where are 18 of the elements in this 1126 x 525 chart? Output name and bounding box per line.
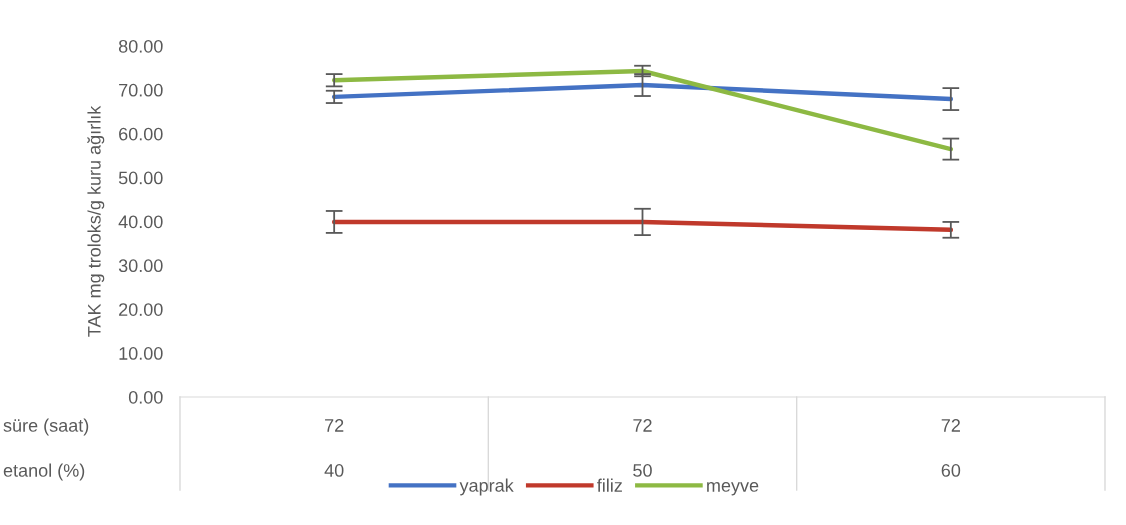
legend-label: filiz	[597, 478, 622, 492]
category-label: 72 60	[941, 419, 961, 477]
text: süre (saat)	[3, 418, 89, 436]
legend-label: meyve	[707, 481, 759, 496]
y-tick-label: 0.00	[128, 390, 163, 404]
y-tick-label: 50.00	[118, 171, 163, 185]
y-axis-title: TAK mg troloks/g kuru ağırlık	[87, 105, 105, 337]
y-tick-label: 60.00	[119, 127, 163, 141]
y-tick-label: 40.00	[118, 215, 163, 229]
category-label: 72 50	[633, 419, 652, 477]
y-tick-label: 20.00	[119, 303, 163, 316]
text: etanol (%)	[3, 463, 85, 481]
y-tick-label: 70.00	[119, 83, 163, 97]
category-label: 72 40	[324, 419, 344, 477]
y-tick-label: 10.00	[119, 347, 163, 360]
y-tick-label: 30.00	[118, 259, 163, 273]
legend-label: yaprak	[459, 478, 514, 496]
y-tick-label: 80.00	[118, 39, 163, 53]
